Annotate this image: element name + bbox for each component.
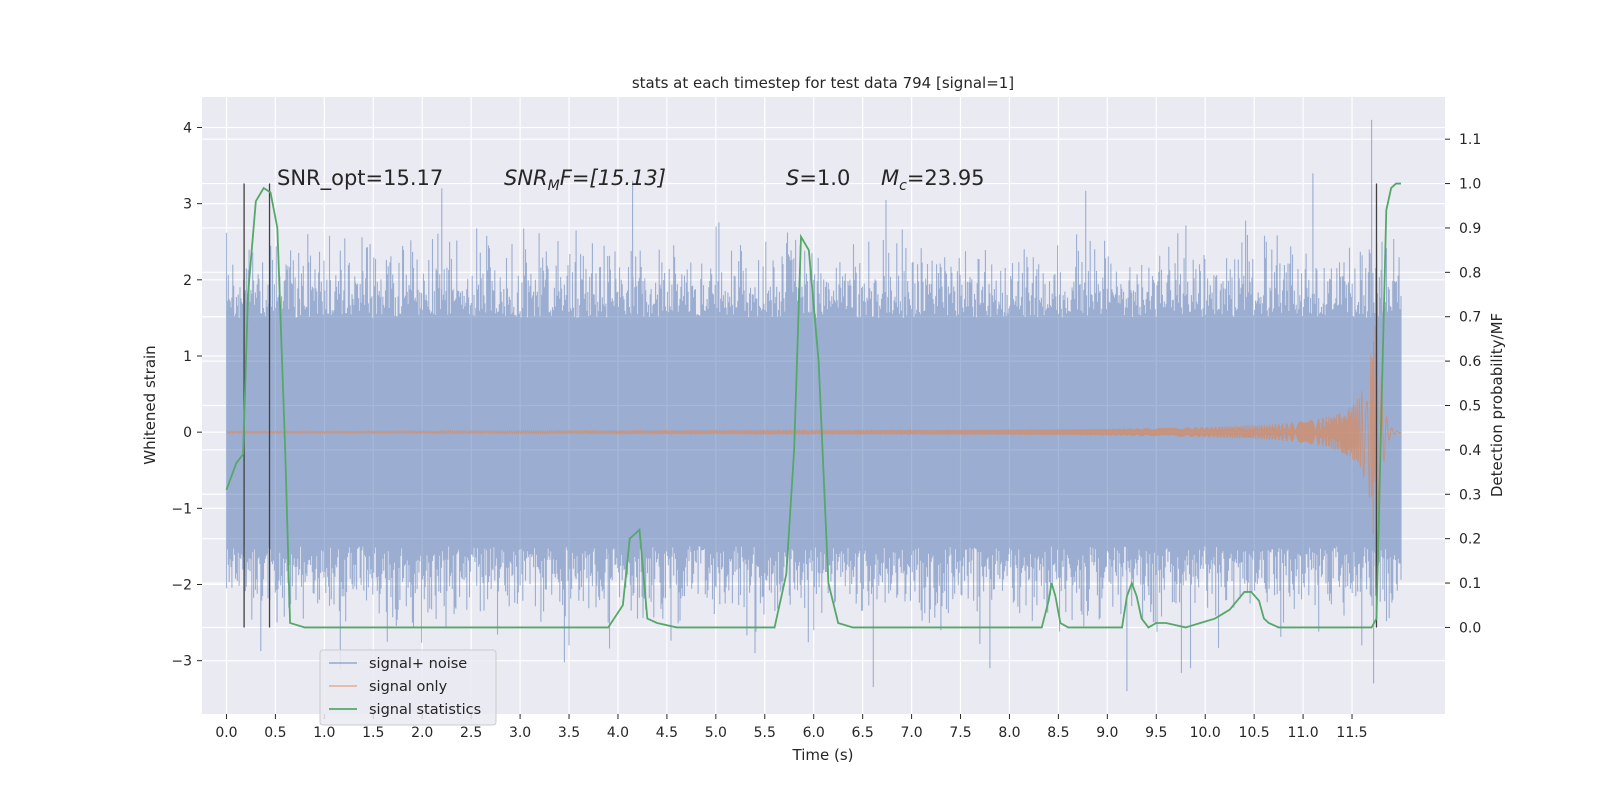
annotation-s: S=1.0 [786, 166, 850, 190]
y-tick-label: 3 [183, 197, 192, 213]
chart-title: stats at each timestep for test data 794… [632, 74, 1014, 92]
y2-tick-label: 0.5 [1459, 399, 1481, 415]
x-tick-label: 5.5 [754, 725, 776, 741]
x-tick-label: 3.5 [558, 725, 580, 741]
s-value: =1.0 [799, 166, 850, 190]
legend-label-signal: signal only [369, 679, 448, 695]
x-tick-label: 6.5 [852, 725, 874, 741]
y2-axis-label: Detection probability/MF [1488, 313, 1506, 497]
y-tick-label: 2 [183, 273, 192, 289]
y2-tick-label: 0.8 [1459, 265, 1481, 281]
legend-box [319, 649, 497, 726]
x-tick-label: 7.5 [949, 725, 971, 741]
y-axis-label: Whitened strain [141, 345, 159, 464]
y2-tick-label: 0.6 [1459, 354, 1481, 370]
x-tick-label: 8.5 [1047, 725, 1069, 741]
x-tick-label: 6.0 [803, 725, 825, 741]
x-tick-label: 9.0 [1096, 725, 1118, 741]
annotation-snr-mf: SNRMF=[15.13] [504, 166, 666, 194]
x-tick-label: 4.5 [656, 725, 678, 741]
s-name: S [786, 166, 799, 190]
y2-tick-label: 0.4 [1459, 443, 1481, 459]
x-tick-label: 3.0 [509, 725, 531, 741]
x-tick-label: 5.0 [705, 725, 727, 741]
annotation-mc: Mc=23.95 [881, 166, 985, 194]
y2-tick-label: 0.9 [1459, 221, 1481, 237]
x-axis-label: Time (s) [792, 746, 854, 764]
y2-tick-label: 0.2 [1459, 532, 1481, 548]
y-tick-label: −3 [171, 654, 192, 670]
x-tick-label: 11.5 [1336, 725, 1367, 741]
y2-tick-label: 1.0 [1459, 177, 1481, 193]
y-tick-label: 0 [183, 425, 192, 441]
snr-mf-rest: F=[15.13] [560, 166, 666, 190]
x-tick-label: 9.5 [1145, 725, 1167, 741]
axes: 0.0 0.5 1.0 1.5 2.0 2.5 3.0 3.5 4.0 4.5 5.0 5.5 6.0 6… [171, 120, 1481, 741]
y-tick-label: 4 [183, 120, 192, 136]
legend-label-noise: signal+ noise [369, 656, 467, 672]
annotation-snr-opt: SNR_opt=15.17 [277, 166, 443, 191]
snr-mf-subscript: M [548, 178, 560, 194]
x-tick-label: 11.0 [1287, 725, 1318, 741]
x-tick-label: 8.0 [998, 725, 1020, 741]
snr-mf-name: SNR [504, 166, 548, 190]
series-signal-statistics [225, 182, 1401, 629]
x-tick-label: 0.5 [264, 725, 286, 741]
y-tick-label: −2 [171, 578, 192, 594]
x-tick-label: 1.5 [362, 725, 384, 741]
mc-value: =23.95 [907, 166, 985, 190]
y-tick-label: −1 [171, 501, 192, 517]
y2-tick-label: 0.1 [1459, 576, 1481, 592]
y2-tick-label: 1.1 [1459, 132, 1481, 148]
legend: signal+ noise signal only signal statist… [319, 649, 497, 726]
mc-subscript: c [899, 178, 907, 194]
y2-tick-label: 0.7 [1459, 310, 1481, 326]
series [225, 119, 1402, 692]
legend-label-statistics: signal statistics [369, 702, 481, 718]
x-tick-label: 10.0 [1190, 725, 1221, 741]
series-signal-only [226, 242, 1402, 588]
x-tick-label: 7.0 [900, 725, 922, 741]
y2-tick-label: 0.0 [1459, 620, 1481, 636]
x-tick-label: 1.0 [313, 725, 335, 741]
mc-name: M [881, 166, 899, 190]
x-tick-label: 2.5 [460, 725, 482, 741]
x-tick-label: 10.5 [1239, 725, 1270, 741]
y2-tick-label: 0.3 [1459, 487, 1481, 503]
x-tick-label: 4.0 [607, 725, 629, 741]
x-tick-label: 2.0 [411, 725, 433, 741]
x-tick-label: 0.0 [215, 725, 237, 741]
y-tick-label: 1 [183, 349, 192, 365]
